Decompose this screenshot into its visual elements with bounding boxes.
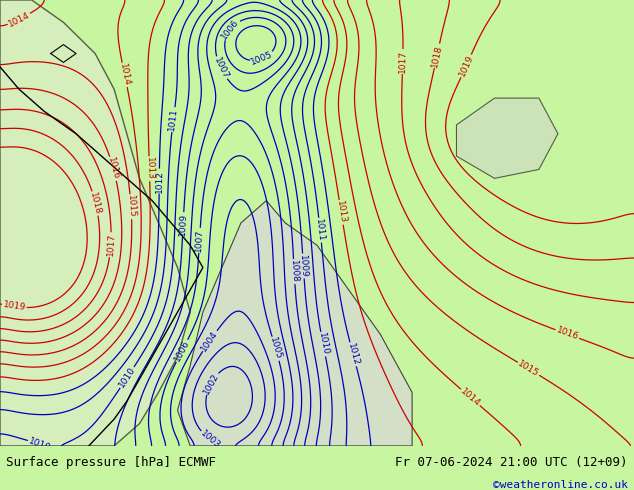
Text: 1003: 1003 [199,428,223,450]
Text: 1016: 1016 [555,326,579,342]
Text: 1010: 1010 [316,332,330,356]
Text: 1016: 1016 [106,156,120,181]
Text: 1018: 1018 [89,191,103,216]
Text: Surface pressure [hPa] ECMWF: Surface pressure [hPa] ECMWF [6,456,216,469]
Text: 1014: 1014 [459,387,482,408]
Text: 1010: 1010 [117,366,137,390]
Text: 1008: 1008 [289,260,299,283]
Text: 1002: 1002 [202,371,221,395]
Text: Fr 07-06-2024 21:00 UTC (12+09): Fr 07-06-2024 21:00 UTC (12+09) [395,456,628,469]
Text: 1011: 1011 [167,108,179,131]
Text: 1012: 1012 [155,170,164,193]
Text: 1017: 1017 [106,233,116,256]
Text: 1015: 1015 [126,195,136,219]
Polygon shape [456,98,558,178]
Text: 1006: 1006 [172,339,191,363]
Text: 1012: 1012 [346,342,360,367]
Text: 1005: 1005 [268,336,283,361]
Text: 1014: 1014 [118,63,131,87]
Polygon shape [0,0,190,446]
Text: 1014: 1014 [7,10,31,28]
Text: ©weatheronline.co.uk: ©weatheronline.co.uk [493,480,628,490]
Text: 1018: 1018 [430,44,444,68]
Text: 1010: 1010 [27,436,52,453]
Text: 1019: 1019 [457,53,475,78]
Text: 1015: 1015 [516,359,541,379]
Text: 1009: 1009 [298,254,309,278]
Text: 1017: 1017 [398,50,408,73]
Text: 1006: 1006 [220,17,241,41]
Text: 1005: 1005 [250,50,275,67]
Text: 1007: 1007 [212,56,230,80]
Text: 1009: 1009 [178,213,188,236]
Text: 1011: 1011 [314,219,326,242]
Polygon shape [178,201,412,446]
Text: 1004: 1004 [200,329,220,353]
Text: 1013: 1013 [335,200,347,224]
Text: 1013: 1013 [145,157,154,180]
Text: 1007: 1007 [195,228,205,252]
Text: 1019: 1019 [3,300,27,312]
